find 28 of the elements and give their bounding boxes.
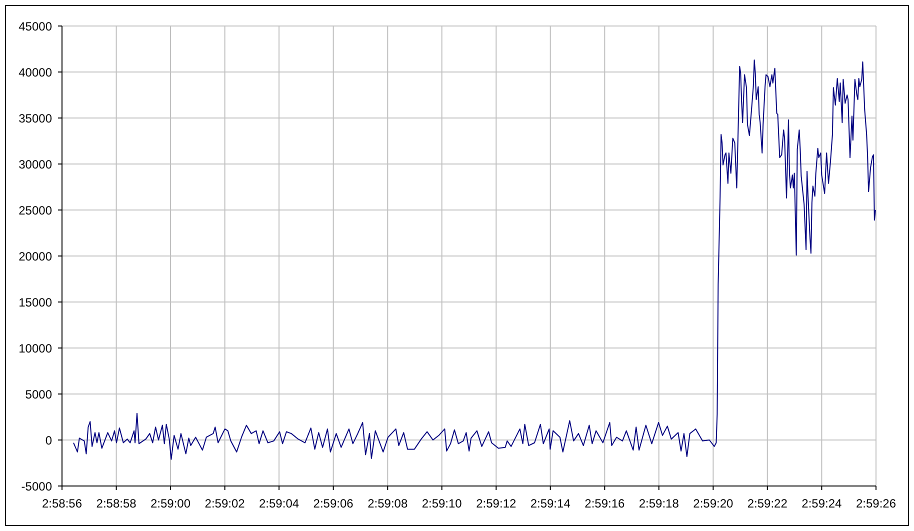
x-tick-label: 2:59:16 — [584, 496, 626, 511]
y-tick-label: -5000 — [21, 479, 52, 494]
x-tick-label: 2:58:58 — [96, 496, 137, 511]
x-tick-label: 2:59:08 — [368, 496, 408, 511]
x-tick-label: 2:59:26 — [856, 496, 896, 511]
y-tick-label: 25000 — [18, 203, 52, 218]
x-tick-label: 2:59:12 — [476, 496, 516, 511]
x-tick-label: 2:59:00 — [150, 496, 191, 511]
x-tick-label: 2:59:20 — [693, 496, 734, 511]
y-tick-label: 35000 — [18, 111, 52, 126]
x-tick-label: 2:58:56 — [42, 496, 82, 511]
y-tick-label: 15000 — [18, 295, 52, 310]
y-tick-label: 45000 — [18, 19, 52, 34]
x-tick-label: 2:59:10 — [422, 496, 462, 511]
y-tick-label: 30000 — [18, 157, 52, 172]
y-tick-label: 0 — [45, 433, 52, 448]
y-tick-label: 40000 — [18, 65, 52, 80]
x-tick-label: 2:59:18 — [638, 496, 680, 511]
y-tick-label: 20000 — [18, 249, 52, 264]
x-tick-label: 2:59:04 — [259, 496, 300, 511]
x-tick-label: 2:59:14 — [530, 496, 571, 511]
x-tick-label: 2:59:02 — [204, 496, 246, 511]
x-tick-label: 2:59:24 — [802, 496, 842, 511]
x-tick-label: 2:59:06 — [313, 496, 354, 511]
x-tick-label: 2:59:22 — [747, 496, 788, 511]
y-tick-label: 10000 — [18, 341, 52, 356]
y-tick-label: 5000 — [25, 387, 52, 402]
line-series — [73, 60, 876, 460]
